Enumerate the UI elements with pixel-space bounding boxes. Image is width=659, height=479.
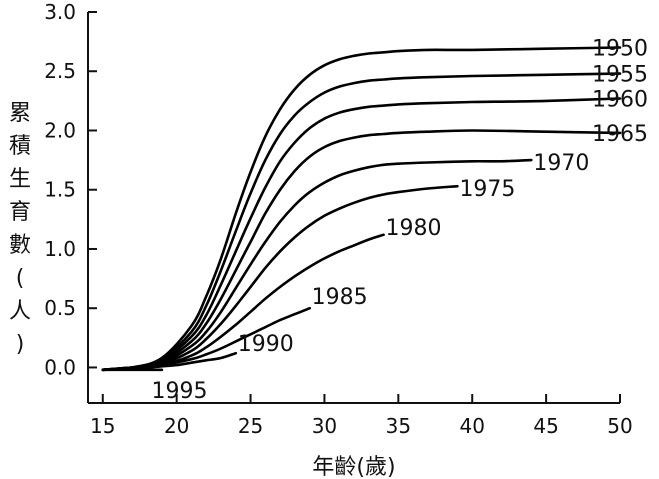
x-tick-label: 40	[459, 414, 484, 438]
x-axis-title: 年齡(歲)	[312, 455, 395, 479]
x-tick-label: 30	[312, 414, 337, 438]
y-tick-label: 0.0	[44, 355, 76, 379]
axes	[87, 12, 620, 404]
series-label-1955: 1955	[592, 63, 648, 88]
series-label-1980: 1980	[386, 216, 442, 241]
series-label-1985: 1985	[312, 285, 368, 310]
series-label-1950: 1950	[592, 37, 648, 62]
x-tick-label: 25	[238, 414, 263, 438]
y-tick-label: 3.0	[44, 0, 76, 24]
series-line-1975	[101, 184, 459, 372]
y-tick-label: 1.5	[44, 178, 76, 202]
series-line-1950	[101, 46, 622, 372]
y-tick-label: 1.0	[44, 237, 76, 261]
x-tick-label: 35	[386, 414, 411, 438]
y-tick-label: 2.5	[44, 59, 76, 83]
series-line-1990	[101, 351, 238, 372]
series-line-1960	[101, 97, 622, 372]
series-line-1955	[101, 72, 622, 372]
x-tick-label: 45	[533, 414, 558, 438]
series-label-1995: 1995	[152, 379, 208, 404]
x-ticks: 15 20 25 30 35 40 45 50	[90, 394, 633, 438]
x-tick-label: 50	[607, 414, 632, 438]
y-tick-label: 0.5	[44, 296, 76, 320]
series-lines	[101, 46, 622, 372]
series-label-1970: 1970	[533, 151, 589, 176]
y-tick-label: 2.0	[44, 118, 76, 142]
series-line-1980	[101, 233, 385, 372]
series-label-1975: 1975	[459, 177, 515, 202]
y-ticks: 0.0 0.5 1.0 1.5 2.0 2.5 3.0	[44, 0, 97, 379]
series-line-1965	[101, 129, 622, 372]
series-line-1970	[101, 158, 533, 372]
series-label-1960: 1960	[592, 87, 648, 112]
series-label-1965: 1965	[592, 122, 648, 147]
x-tick-label: 20	[164, 414, 189, 438]
x-tick-label: 15	[90, 414, 115, 438]
y-axis-title: 累積生育數(人)	[9, 101, 31, 357]
series-label-1990: 1990	[238, 332, 294, 357]
